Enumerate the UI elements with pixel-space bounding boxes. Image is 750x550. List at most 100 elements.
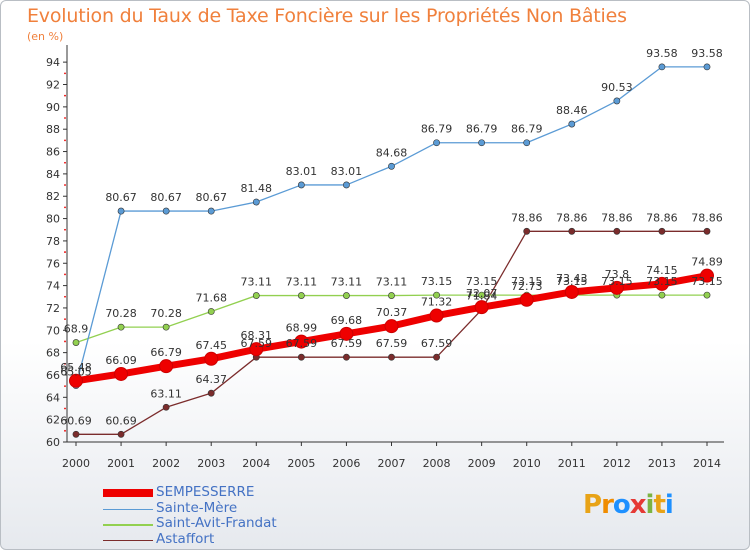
data-label-sainte-m-re: 86.79 (421, 123, 453, 136)
data-point-sainte-m-re (613, 97, 621, 105)
data-label-sainte-m-re: 88.46 (556, 104, 588, 117)
data-label-saint-avit-frandat: 73.15 (466, 275, 498, 288)
chart-title: Evolution du Taux de Taxe Foncière sur l… (27, 5, 627, 27)
data-point-astaffort (117, 430, 125, 438)
data-point-astaffort (207, 389, 215, 397)
data-label-sainte-m-re: 65.05 (60, 366, 92, 379)
data-label-sainte-m-re: 83.01 (331, 165, 363, 178)
data-point-sainte-m-re (703, 63, 711, 71)
data-label-astaffort: 64.37 (195, 373, 227, 386)
data-label-sempesserre: 66.09 (105, 354, 137, 367)
data-label-saint-avit-frandat: 73.15 (646, 275, 678, 288)
data-point-astaffort (297, 353, 305, 361)
data-point-sainte-m-re (523, 139, 531, 147)
y-minor-tick (64, 184, 66, 186)
data-label-saint-avit-frandat: 71.68 (195, 292, 227, 305)
x-tick-label: 2009 (468, 457, 496, 470)
legend-swatch-sempesserre (103, 489, 153, 497)
data-label-astaffort: 67.59 (286, 337, 318, 350)
logo-letter: i (645, 490, 655, 520)
y-minor-tick (64, 139, 66, 142)
data-label-sainte-m-re: 86.79 (466, 123, 498, 136)
data-label-saint-avit-frandat: 70.28 (150, 307, 182, 320)
data-label-sempesserre: 68.99 (286, 322, 318, 335)
data-point-sainte-m-re (252, 198, 260, 206)
y-minor-tick (64, 407, 66, 410)
x-tick-label: 2003 (197, 457, 225, 470)
data-point-astaffort (162, 403, 170, 411)
x-tick-label: 2000 (62, 457, 90, 470)
data-point-sainte-m-re (162, 207, 170, 215)
y-tick-label: 62 (46, 414, 60, 427)
data-label-sempesserre: 74.15 (646, 264, 678, 277)
x-tick-label: 2012 (603, 457, 631, 470)
y-tick-label: 68 (46, 347, 60, 360)
data-point-saint-avit-frandat (388, 292, 395, 299)
legend-swatch-astaffort (103, 539, 153, 541)
data-point-sempesserre (69, 373, 83, 388)
data-label-sempesserre: 72.07 (466, 287, 498, 300)
data-point-sempesserre (294, 334, 309, 349)
data-label-sempesserre: 69.68 (331, 314, 363, 327)
x-tick-label: 2005 (287, 457, 315, 470)
data-point-saint-avit-frandat (478, 291, 486, 299)
data-point-saint-avit-frandat (703, 291, 711, 299)
y-tick-label: 82 (46, 190, 60, 203)
data-point-saint-avit-frandat (252, 292, 260, 299)
data-label-saint-avit-frandat: 73.15 (691, 275, 723, 288)
y-tick-label: 70 (46, 324, 60, 337)
logo-letter: r (601, 490, 614, 520)
data-label-astaffort: 60.69 (105, 414, 137, 427)
data-point-sempesserre (654, 276, 669, 291)
x-tick-label: 2006 (332, 457, 360, 470)
data-label-sempesserre: 65.48 (60, 361, 92, 374)
data-point-sempesserre (609, 280, 624, 295)
legend-swatch-saint-avit-frandat (103, 524, 153, 526)
logo-letter: x (629, 490, 647, 520)
data-point-sempesserre (700, 268, 714, 283)
data-point-astaffort (343, 353, 350, 361)
data-label-astaffort: 78.86 (691, 211, 723, 224)
data-label-saint-avit-frandat: 73.15 (421, 275, 453, 288)
x-tick-label: 2008 (423, 457, 451, 470)
x-tick-label: 2011 (558, 457, 586, 470)
data-point-astaffort (658, 227, 666, 235)
data-label-astaffort: 67.59 (241, 337, 273, 350)
data-point-sainte-m-re (343, 181, 350, 189)
y-tick-label: 60 (46, 436, 60, 449)
y-tick-label: 74 (46, 280, 60, 293)
y-minor-tick (64, 117, 66, 119)
y-tick-label: 92 (46, 79, 60, 92)
data-label-sempesserre: 72.73 (511, 280, 543, 293)
data-point-sainte-m-re (433, 139, 440, 147)
y-tick-label: 76 (46, 257, 60, 270)
data-point-astaffort (613, 227, 621, 235)
data-point-sainte-m-re (117, 207, 125, 215)
x-tick-label: 2007 (378, 457, 406, 470)
legend-label-sainte-m-re: Sainte-Mère (156, 499, 238, 516)
legend-label-saint-avit-frandat: Saint-Avit-Frandat (156, 515, 277, 531)
data-label-astaffort: 60.69 (60, 414, 92, 427)
logo-letter: i (664, 490, 674, 520)
y-minor-tick (64, 385, 66, 388)
data-label-sempesserre: 73.8 (605, 268, 630, 281)
data-label-astaffort: 78.86 (511, 211, 543, 224)
legend-label-sempesserre: SEMPESSERRE (156, 484, 255, 500)
data-label-sainte-m-re: 86.79 (511, 123, 543, 136)
data-label-saint-avit-frandat: 73.15 (511, 275, 543, 288)
data-point-sainte-m-re (568, 120, 576, 128)
y-minor-tick (64, 340, 66, 343)
data-label-sainte-m-re: 81.48 (241, 182, 273, 195)
data-point-sempesserre (429, 308, 444, 323)
data-point-astaffort (388, 353, 395, 361)
logo-letter: o (612, 490, 631, 520)
data-label-sainte-m-re: 93.58 (646, 47, 678, 60)
data-point-sempesserre (339, 326, 354, 341)
y-tick-label: 90 (46, 101, 60, 114)
y-minor-tick (64, 94, 66, 97)
logo-letter: t (653, 490, 665, 520)
y-tick-label: 78 (46, 235, 60, 248)
data-point-sainte-m-re (297, 181, 305, 189)
